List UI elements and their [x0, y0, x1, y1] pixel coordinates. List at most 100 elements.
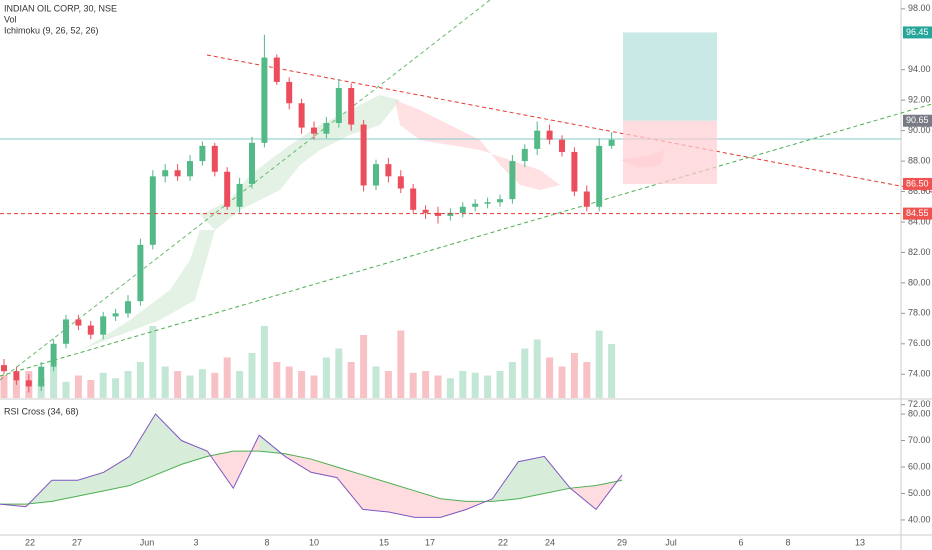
rsi-ma-line [0, 450, 623, 505]
price-tag-label: 96.45 [906, 27, 929, 37]
candle-body [1, 365, 7, 372]
candle-body [187, 161, 193, 177]
rsi-fill [440, 498, 467, 518]
target-zone [623, 32, 717, 121]
indicator-label: Ichimoku (9, 26, 52, 26) [4, 25, 99, 35]
candle-body [360, 124, 367, 186]
volume-bar [62, 381, 70, 398]
indicator-label: Vol [4, 14, 17, 24]
candle-body [273, 57, 280, 82]
candle-body [162, 170, 169, 177]
volume-bar [422, 371, 430, 398]
candle-body [75, 319, 82, 326]
volume-bar [124, 371, 132, 398]
volume-bar [583, 362, 591, 398]
candle-body [410, 188, 417, 210]
price-tag [903, 177, 932, 190]
candle-body [373, 164, 379, 186]
x-tick-label: 24 [545, 537, 555, 547]
x-tick-label: 8 [785, 537, 790, 547]
volume-bar [149, 326, 157, 398]
candle-body [559, 139, 565, 152]
volume-bar [508, 362, 516, 398]
rsi-fill [77, 472, 104, 497]
candle-body [397, 176, 404, 189]
trend-line [0, 103, 932, 377]
chart-title: INDIAN OIL CORP, 30, NSE [4, 3, 117, 13]
candle-body [112, 313, 119, 317]
y-tick-label: 90.00 [908, 125, 931, 135]
candle-body [261, 57, 268, 143]
volume-bar [384, 371, 392, 398]
price-tag-label: 90.65 [906, 115, 929, 125]
candle-body [137, 244, 144, 302]
rsi-fill [129, 414, 156, 486]
volume-bar [174, 371, 182, 398]
candle-body [422, 209, 429, 213]
indicator-label: RSI Cross (34, 68) [4, 406, 79, 416]
x-tick-label: 6 [738, 537, 743, 547]
y-tick-label: 88.00 [908, 155, 931, 165]
candle-body [224, 171, 231, 207]
volume-bar [236, 371, 244, 398]
y-tick-label: 98.00 [908, 3, 931, 13]
candle-body [534, 130, 541, 149]
price-tag-label: 86.50 [906, 178, 929, 188]
rsi-fill [155, 414, 182, 475]
volume-bar [273, 362, 281, 398]
candle-body [571, 151, 578, 192]
candle-body [100, 316, 107, 335]
y-tick-label: 70.00 [908, 435, 931, 445]
rsi-line [0, 413, 623, 518]
rsi-fill [414, 490, 441, 518]
y-tick-label: 92.00 [908, 95, 931, 105]
volume-bar [496, 371, 504, 398]
volume-bar [50, 366, 58, 398]
x-tick-label: Jun [140, 537, 155, 547]
candle-body [249, 142, 255, 184]
rsi-fill [570, 485, 597, 510]
volume-bar [558, 366, 566, 398]
y-tick-label: 84.00 [908, 216, 931, 226]
rsi-fill [51, 480, 78, 502]
ichimoku-cloud [395, 100, 560, 190]
volume-bar [0, 375, 8, 398]
candle-body [211, 145, 218, 172]
volume-bar [198, 369, 206, 398]
volume-bar [112, 378, 120, 398]
candle-body [509, 161, 516, 200]
y-tick-label: 76.00 [908, 338, 931, 348]
volume-bar [533, 339, 541, 398]
rsi-fill [103, 456, 130, 491]
rsi-fill [181, 440, 208, 465]
volume-bar [608, 344, 616, 398]
candle-body [608, 139, 615, 146]
x-tick-label: 27 [72, 537, 82, 547]
candle-body [385, 164, 392, 177]
volume-bar [99, 372, 107, 398]
x-tick-label: 22 [498, 537, 508, 547]
volume-bar [87, 380, 95, 398]
candle-body [497, 199, 503, 203]
x-tick-label: 22 [25, 537, 35, 547]
volume-bar [409, 372, 417, 398]
candle-body [298, 103, 305, 128]
volume-bar [136, 362, 144, 398]
x-tick-label: 13 [855, 537, 865, 547]
candle-body [38, 366, 45, 387]
rsi-fill [336, 467, 363, 510]
candle-body [435, 212, 441, 216]
candle-body [87, 325, 94, 335]
candle-body [546, 130, 553, 140]
volume-bar [161, 366, 169, 398]
y-tick-label: 80.00 [908, 277, 931, 287]
volume-bar [446, 378, 454, 398]
volume-bar [484, 375, 492, 398]
x-tick-label: 29 [617, 537, 627, 547]
volume-bar [223, 357, 231, 398]
volume-bar [459, 371, 467, 398]
marks [0, 34, 616, 398]
y-tick-label: 72.00 [908, 399, 931, 409]
y-tick-label: 86.00 [908, 186, 931, 196]
ichimoku-cloud [200, 95, 400, 230]
